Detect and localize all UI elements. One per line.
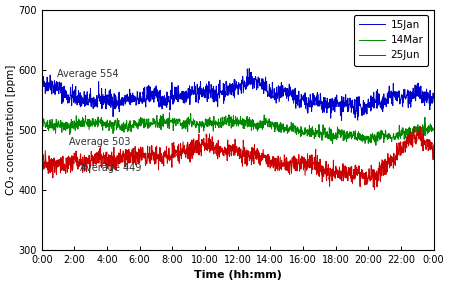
25Jun xyxy=(385,170,390,174)
14Mar xyxy=(385,138,390,141)
14Mar xyxy=(39,128,45,131)
25Jun xyxy=(372,188,377,191)
Line: 14Mar: 14Mar xyxy=(42,113,434,145)
25Jun xyxy=(431,143,436,147)
X-axis label: Time (hh:mm): Time (hh:mm) xyxy=(194,271,282,281)
Y-axis label: CO₂ concentration [ppm]: CO₂ concentration [ppm] xyxy=(5,65,16,195)
15Jan xyxy=(39,80,45,84)
14Mar xyxy=(373,144,378,147)
25Jun xyxy=(39,152,45,156)
14Mar xyxy=(299,134,304,137)
14Mar xyxy=(170,118,176,122)
Text: Average 554: Average 554 xyxy=(57,69,118,80)
14Mar xyxy=(431,127,436,131)
Line: 15Jan: 15Jan xyxy=(42,69,434,120)
15Jan xyxy=(126,98,131,101)
25Jun xyxy=(126,148,131,151)
15Jan xyxy=(117,110,122,114)
15Jan xyxy=(431,96,436,99)
25Jun xyxy=(417,124,423,128)
Legend: 15Jan, 14Mar, 25Jun: 15Jan, 14Mar, 25Jun xyxy=(354,15,428,65)
25Jun xyxy=(350,182,355,185)
15Jan xyxy=(299,100,304,103)
Line: 25Jun: 25Jun xyxy=(42,126,434,189)
15Jan xyxy=(247,67,252,70)
14Mar xyxy=(126,129,131,132)
15Jan xyxy=(385,92,390,95)
25Jun xyxy=(117,158,122,161)
Text: Average 449: Average 449 xyxy=(80,163,141,173)
14Mar xyxy=(117,123,122,127)
14Mar xyxy=(350,134,356,137)
15Jan xyxy=(350,105,356,108)
14Mar xyxy=(167,111,172,114)
15Jan xyxy=(339,119,344,122)
Text: Average 503: Average 503 xyxy=(69,137,130,147)
25Jun xyxy=(298,161,304,164)
15Jan xyxy=(170,100,176,103)
25Jun xyxy=(170,153,176,156)
